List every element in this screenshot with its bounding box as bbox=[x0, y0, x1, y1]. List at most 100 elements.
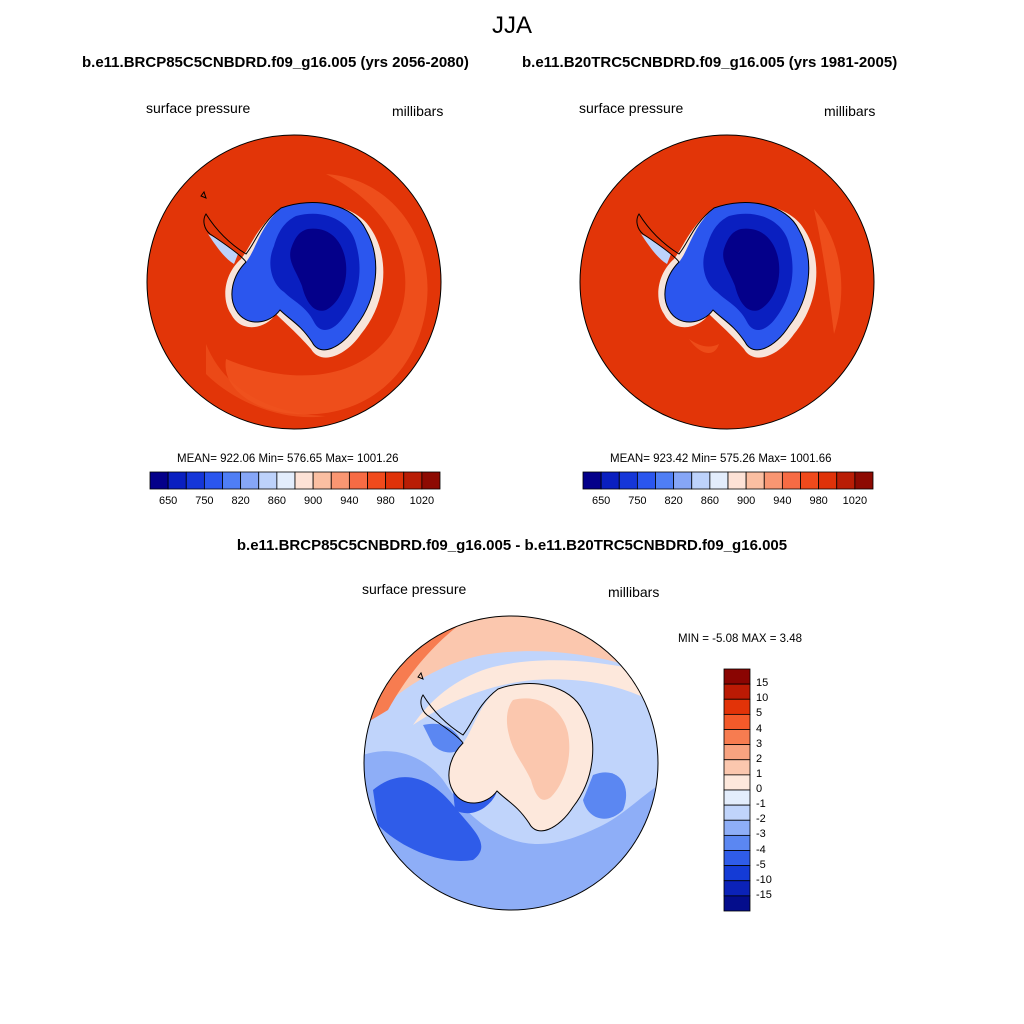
colorbar-swatch bbox=[836, 471, 856, 490]
colorbar-swatch bbox=[185, 471, 205, 490]
colorbar-tick-label: 1020 bbox=[842, 495, 868, 507]
colorbar-tick-label: 820 bbox=[231, 495, 250, 507]
colorbar-tick-label: 940 bbox=[340, 495, 359, 507]
colorbar-swatch bbox=[854, 471, 874, 490]
right-panel-title: b.e11.B20TRC5CNBDRD.f09_g16.005 (yrs 198… bbox=[522, 54, 898, 71]
colorbar-swatch bbox=[385, 471, 405, 490]
right-colorbar bbox=[582, 471, 874, 490]
colorbar-swatch bbox=[655, 471, 675, 490]
colorbar-tick-label: 1020 bbox=[409, 495, 435, 507]
diff-neutral bbox=[413, 660, 658, 725]
colorbar-tick-label: -4 bbox=[756, 843, 766, 856]
coastline bbox=[420, 683, 594, 832]
colorbar-swatch bbox=[618, 471, 638, 490]
antarctic-plateau bbox=[723, 228, 780, 311]
left-panel-title: b.e11.BRCP85C5CNBDRD.f09_g16.005 (yrs 20… bbox=[82, 54, 469, 71]
colorbar-swatch bbox=[723, 834, 751, 851]
colorbar-tick-label: 650 bbox=[591, 495, 611, 507]
colorbar-swatch bbox=[294, 471, 314, 490]
diff-panel-title: b.e11.BRCP85C5CNBDRD.f09_g16.005 - b.e11… bbox=[236, 537, 788, 554]
colorbar-swatch bbox=[691, 471, 711, 490]
colorbar-swatch bbox=[258, 471, 278, 490]
diff-negative-region bbox=[423, 723, 463, 753]
colorbar-tick-label: -2 bbox=[756, 813, 766, 826]
ocean-low-band bbox=[689, 339, 719, 354]
colorbar-tick-label: 860 bbox=[267, 495, 287, 507]
colorbar-tick-label: -1 bbox=[756, 798, 766, 811]
ocean-low-band bbox=[225, 174, 428, 415]
colorbar-swatch bbox=[312, 471, 332, 490]
colorbar-tick-label: 5 bbox=[756, 707, 763, 720]
colorbar-tick-label: -10 bbox=[756, 873, 772, 886]
left-units-label: millibars bbox=[392, 103, 444, 119]
diff-negative-region bbox=[583, 772, 627, 819]
colorbar-swatch bbox=[723, 865, 751, 882]
diff-units-label: millibars bbox=[608, 584, 660, 600]
colorbar-swatch bbox=[723, 789, 751, 806]
colorbar-tick-label: 820 bbox=[664, 495, 683, 507]
left-polar-map bbox=[146, 134, 442, 430]
colorbar-swatch bbox=[723, 880, 751, 897]
left-colorbar bbox=[149, 471, 441, 490]
colorbar-swatch bbox=[636, 471, 656, 490]
colorbar-swatch bbox=[800, 471, 820, 490]
colorbar-swatch bbox=[403, 471, 423, 490]
left-stats: MEAN= 922.06 Min= 576.65 Max= 1001.26 bbox=[177, 453, 399, 465]
colorbar-tick-label: 900 bbox=[736, 495, 756, 507]
colorbar-tick-label: 3 bbox=[756, 737, 763, 750]
colorbar-swatch bbox=[367, 471, 387, 490]
right-polar-map bbox=[579, 134, 875, 430]
colorbar-tick-label: 900 bbox=[303, 495, 323, 507]
diff-variable-label: surface pressure bbox=[362, 581, 467, 597]
colorbar-tick-label: -15 bbox=[756, 888, 772, 901]
coastline bbox=[203, 202, 377, 351]
ocean-low-band bbox=[814, 209, 842, 334]
colorbar-tick-label: 4 bbox=[756, 722, 763, 735]
colorbar-swatch bbox=[745, 471, 765, 490]
colorbar-swatch bbox=[582, 471, 602, 490]
colorbar-tick-label: 980 bbox=[376, 495, 395, 507]
colorbar-swatch bbox=[723, 668, 751, 685]
colorbar-tick-label: 10 bbox=[756, 692, 769, 705]
colorbar-swatch bbox=[723, 850, 751, 867]
diff-negative-region bbox=[373, 777, 482, 861]
right-variable-label: surface pressure bbox=[579, 100, 684, 116]
ocean-low-band bbox=[206, 344, 326, 418]
left-variable-label: surface pressure bbox=[146, 100, 251, 116]
colorbar-swatch bbox=[723, 729, 751, 746]
colorbar-swatch bbox=[167, 471, 187, 490]
colorbar-tick-label: -5 bbox=[756, 858, 766, 871]
colorbar-swatch bbox=[149, 471, 169, 490]
colorbar-tick-label: 1 bbox=[756, 767, 763, 780]
colorbar-swatch bbox=[348, 471, 368, 490]
colorbar-tick-label: 980 bbox=[809, 495, 828, 507]
colorbar-swatch bbox=[781, 471, 801, 490]
colorbar-swatch bbox=[723, 804, 751, 821]
peninsula-light bbox=[208, 234, 238, 264]
colorbar-swatch bbox=[240, 471, 260, 490]
colorbar-swatch bbox=[673, 471, 693, 490]
south-america-tip bbox=[200, 190, 207, 199]
colorbar-tick-label: 15 bbox=[756, 677, 769, 690]
colorbar-swatch bbox=[723, 744, 751, 761]
coastline bbox=[636, 202, 810, 351]
south-america-tip bbox=[417, 671, 424, 680]
colorbar-swatch bbox=[723, 698, 751, 715]
antarctic-plateau bbox=[290, 228, 347, 311]
colorbar-tick-label: -3 bbox=[756, 828, 766, 841]
colorbar-swatch bbox=[763, 471, 783, 490]
diff-polar-map bbox=[363, 615, 659, 911]
right-units-label: millibars bbox=[824, 103, 876, 119]
colorbar-swatch bbox=[723, 683, 751, 700]
colorbar-swatch bbox=[276, 471, 296, 490]
colorbar-tick-label: 0 bbox=[756, 783, 763, 795]
colorbar-swatch bbox=[723, 713, 751, 730]
diff-ice-positive bbox=[506, 698, 570, 800]
peninsula-light bbox=[641, 234, 671, 264]
colorbar-tick-label: 650 bbox=[158, 495, 178, 507]
colorbar-swatch bbox=[330, 471, 350, 490]
diff-coastal-negative bbox=[453, 791, 497, 814]
colorbar-swatch bbox=[222, 471, 242, 490]
diff-stats: MIN = -5.08 MAX = 3.48 bbox=[678, 633, 803, 645]
colorbar-swatch bbox=[600, 471, 620, 490]
